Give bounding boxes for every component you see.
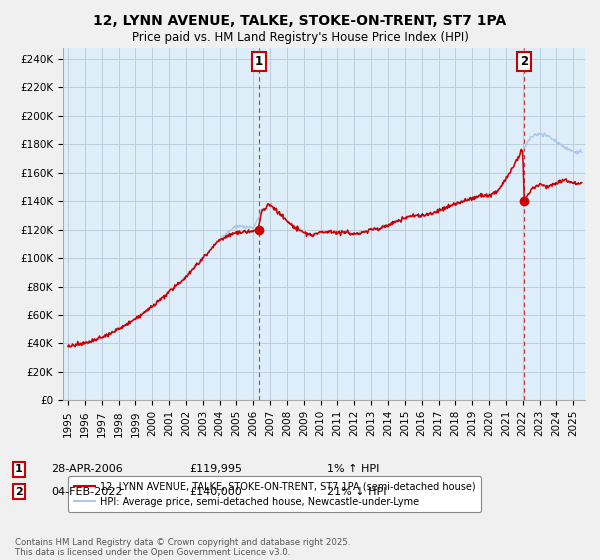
Legend: 12, LYNN AVENUE, TALKE, STOKE-ON-TRENT, ST7 1PA (semi-detached house), HPI: Aver: 12, LYNN AVENUE, TALKE, STOKE-ON-TRENT, … xyxy=(68,476,481,512)
Text: Contains HM Land Registry data © Crown copyright and database right 2025.
This d: Contains HM Land Registry data © Crown c… xyxy=(15,538,350,557)
Text: 12, LYNN AVENUE, TALKE, STOKE-ON-TRENT, ST7 1PA: 12, LYNN AVENUE, TALKE, STOKE-ON-TRENT, … xyxy=(94,14,506,28)
Text: £119,995: £119,995 xyxy=(189,464,242,474)
Text: Price paid vs. HM Land Registry's House Price Index (HPI): Price paid vs. HM Land Registry's House … xyxy=(131,31,469,44)
Text: 28-APR-2006: 28-APR-2006 xyxy=(51,464,123,474)
Text: 04-FEB-2022: 04-FEB-2022 xyxy=(51,487,122,497)
Text: 2: 2 xyxy=(15,487,23,497)
Text: £140,000: £140,000 xyxy=(189,487,242,497)
Text: 21% ↓ HPI: 21% ↓ HPI xyxy=(327,487,386,497)
Text: 2: 2 xyxy=(520,55,528,68)
Text: 1: 1 xyxy=(254,55,263,68)
Text: 1: 1 xyxy=(15,464,23,474)
Text: 1% ↑ HPI: 1% ↑ HPI xyxy=(327,464,379,474)
